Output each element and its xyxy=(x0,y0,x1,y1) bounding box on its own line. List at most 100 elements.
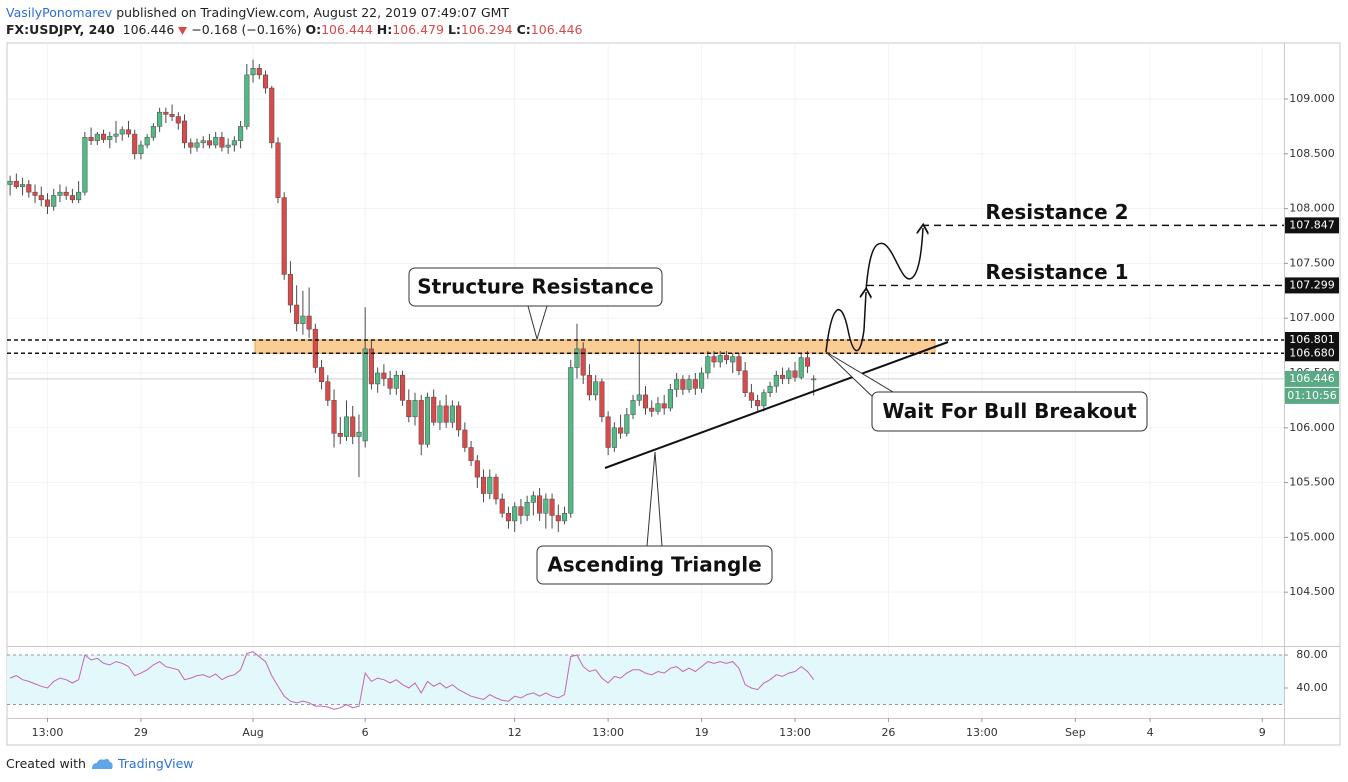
candle-body xyxy=(786,370,792,379)
candle-body xyxy=(144,137,150,146)
candle-body xyxy=(680,379,686,390)
candle-body xyxy=(306,315,312,330)
candle-body xyxy=(736,356,742,372)
candle-body xyxy=(294,304,300,324)
projection-path xyxy=(825,292,866,353)
resistance-zone xyxy=(254,339,936,354)
candle-body xyxy=(412,400,418,418)
candle-body xyxy=(705,356,711,374)
header-line-1: VasilyPonomarev published on TradingView… xyxy=(6,4,583,21)
candle-body xyxy=(717,355,723,363)
candle-body xyxy=(13,180,19,187)
candle-body xyxy=(568,367,574,514)
created: Created with xyxy=(6,756,86,771)
candle-body xyxy=(418,400,424,445)
last-price: 106.446 xyxy=(122,22,175,37)
level-tag xyxy=(1285,217,1339,234)
x-tick-label: 19 xyxy=(695,726,709,739)
candle-body xyxy=(188,142,194,148)
candle-body xyxy=(356,431,362,437)
candle-body xyxy=(107,136,113,140)
candle-body xyxy=(362,348,368,442)
candle-body xyxy=(175,116,181,124)
candle-body xyxy=(761,392,767,407)
candle-body xyxy=(76,191,82,201)
footer: Created with TradingView xyxy=(6,756,194,771)
candle-body xyxy=(300,315,306,324)
candle-body xyxy=(443,405,449,423)
candle-body xyxy=(792,370,798,378)
annotation-box xyxy=(408,267,663,307)
candle-body xyxy=(773,374,779,387)
candle-body xyxy=(219,137,225,148)
axes: 13:00 29 Aug 6 12 13:00 19 13:00 26 13:00 Sep 4 9 104… xyxy=(32,92,1339,739)
candle-body xyxy=(7,180,13,185)
symbol: FX:USDJPY, 240 xyxy=(6,22,115,37)
candle-body xyxy=(518,506,524,516)
candle-body xyxy=(512,506,518,522)
candle-body xyxy=(337,433,343,437)
candle-body xyxy=(561,513,568,522)
x-tick-label: 6 xyxy=(362,726,369,739)
candle-body xyxy=(244,74,250,127)
candle-body xyxy=(125,129,132,135)
candle-body xyxy=(51,195,57,207)
high-key: H: xyxy=(376,22,393,37)
candle-body xyxy=(711,356,717,363)
x-tick-label: 26 xyxy=(881,726,895,739)
candle-body xyxy=(624,414,630,434)
candle-body xyxy=(393,374,399,389)
candle-body xyxy=(69,195,75,201)
y-tick-label: 107.500 xyxy=(1289,256,1335,269)
candle-body xyxy=(480,476,487,494)
candle-body xyxy=(163,111,169,115)
candle-body xyxy=(599,381,605,418)
candle-body xyxy=(281,197,287,275)
brand[interactable]: TradingView xyxy=(117,756,194,771)
candle-body xyxy=(256,68,262,76)
candle-body xyxy=(38,195,44,201)
candle-body xyxy=(57,191,63,196)
x-tick-label: 13:00 xyxy=(779,726,811,739)
candle-body xyxy=(400,374,406,401)
candle-body xyxy=(798,357,804,378)
candle-body xyxy=(611,427,617,448)
y-tick-label: 80.00 xyxy=(1296,648,1328,661)
candle-body xyxy=(132,133,138,155)
candle-body xyxy=(779,374,786,379)
author[interactable]: VasilyPonomarev xyxy=(6,5,113,20)
x-tick-label: 4 xyxy=(1147,726,1154,739)
candle-body xyxy=(468,447,474,461)
candle-body xyxy=(580,348,586,376)
candle-body xyxy=(543,498,549,514)
annotation-pointer xyxy=(646,451,663,547)
level-tag-label: 107.299 xyxy=(1289,278,1335,291)
candle-body xyxy=(555,515,561,522)
x-tick-label: 13:00 xyxy=(966,726,998,739)
y-tick-label: 40.00 xyxy=(1296,681,1328,694)
low: 106.294 xyxy=(460,22,513,37)
level-name: Resistance 2 xyxy=(985,200,1128,224)
chart-frame xyxy=(6,42,1341,746)
last-price-tag-label: 106.446 xyxy=(1289,372,1335,385)
candle-body xyxy=(262,74,269,89)
low-key: L: xyxy=(447,22,461,37)
annotation: Ascending Triangle xyxy=(547,553,761,577)
y-tick-label: 105.000 xyxy=(1289,530,1335,543)
x-tick-label: 13:00 xyxy=(32,726,64,739)
candle-body xyxy=(742,370,748,393)
candle-body xyxy=(655,403,661,412)
candle-body xyxy=(505,513,512,522)
candle-body xyxy=(319,367,325,383)
candle-body xyxy=(231,140,237,146)
candle-body xyxy=(755,400,761,407)
candle-body xyxy=(343,416,350,437)
candle-body xyxy=(424,396,431,445)
candle-body xyxy=(437,405,443,423)
x-tick-label: 13:00 xyxy=(592,726,624,739)
x-tick-label: Aug xyxy=(242,726,263,739)
y-tick-label: 107.000 xyxy=(1289,311,1335,324)
candle-body xyxy=(686,379,692,390)
y-tick-label: 106.000 xyxy=(1289,421,1335,434)
candle-body xyxy=(375,372,381,385)
